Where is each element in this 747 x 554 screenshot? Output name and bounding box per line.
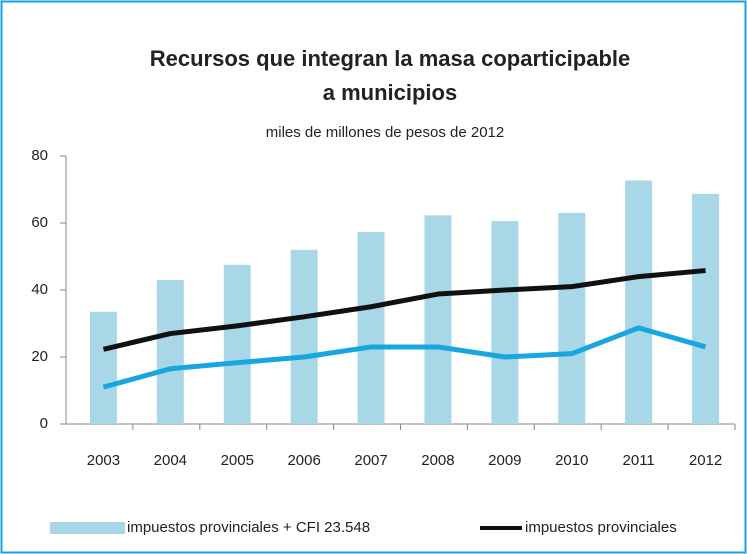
chart-title: a municipios [323, 80, 457, 105]
line [102, 268, 706, 352]
bar [290, 249, 318, 424]
x-tick-label: 2009 [488, 452, 521, 469]
bar [424, 215, 452, 424]
chart-title: Recursos que integran la masa coparticip… [150, 46, 631, 71]
y-tick-label: 60 [31, 214, 48, 231]
x-tick-label: 2012 [689, 452, 722, 469]
line [102, 325, 707, 390]
legend-label: impuestos provinciales [525, 519, 677, 536]
x-tick-label: 2008 [421, 452, 454, 469]
x-tick-label: 2010 [555, 452, 588, 469]
legend-swatch [50, 522, 125, 534]
y-tick-label: 0 [40, 415, 48, 432]
bar [625, 180, 653, 424]
bar [692, 193, 720, 424]
bar [491, 220, 519, 424]
chart-subtitle: miles de millones de pesos de 2012 [266, 124, 504, 141]
x-tick-label: 2003 [87, 452, 120, 469]
x-tick-label: 2005 [221, 452, 254, 469]
x-tick-label: 2004 [154, 452, 187, 469]
bar [156, 279, 184, 424]
legend-label: impuestos provinciales + CFI 23.548 [127, 519, 370, 536]
y-tick-label: 20 [31, 348, 48, 365]
x-tick-label: 2007 [354, 452, 387, 469]
bar [89, 311, 117, 424]
bar [357, 232, 385, 424]
y-tick-label: 80 [31, 147, 48, 164]
y-tick-label: 40 [31, 281, 48, 298]
x-tick-label: 2006 [287, 452, 320, 469]
bar [223, 264, 251, 424]
bar [558, 212, 586, 424]
x-tick-label: 2011 [623, 452, 655, 469]
